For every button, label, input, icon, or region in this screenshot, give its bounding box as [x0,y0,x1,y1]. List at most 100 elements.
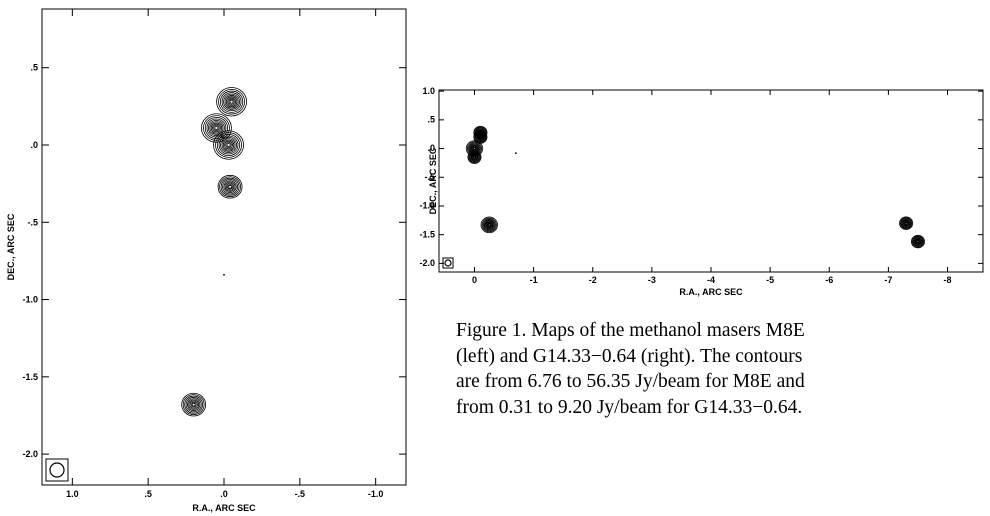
contour-line [479,131,482,134]
maser-component [480,216,498,234]
contour-line [915,239,921,244]
contour-line [185,397,202,413]
contour-line [482,218,496,232]
x-tick-label: -.5 [295,489,306,499]
contour-line [188,399,200,410]
contour-line [904,222,908,225]
x-tick-label: 0 [472,275,477,285]
contour-line [228,184,232,189]
y-tick-label: -1.5 [22,372,38,382]
contour-line [912,236,924,247]
contour-line [477,130,483,135]
beam-box [442,257,454,269]
contour-line [187,398,201,411]
maser-component [201,113,232,143]
contour-line [224,95,239,109]
x-tick-label: 1.0 [66,489,79,499]
maser-component [473,125,488,140]
contour-line [469,152,480,163]
y-tick-label: 1.0 [422,86,435,96]
y-tick-label: -.5 [424,172,435,182]
contour-line [219,90,244,113]
contour-line [485,221,493,229]
contour-line [474,126,487,139]
x-tick-label: -2 [589,275,597,285]
contour-line [913,237,923,246]
y-axis-label: DEC., ARC SEC [428,147,438,214]
contour-line [201,113,232,143]
x-tick-label: -7 [884,275,892,285]
contour-line [184,395,204,414]
x-tick-label: -5 [766,275,774,285]
contour-line [902,220,910,227]
contour-line [189,400,198,409]
contour-line [220,177,240,196]
contour-line [904,221,908,225]
contour-line [911,235,925,248]
contour-line [472,155,477,159]
x-axis-label: R.A., ARC SEC [679,287,743,297]
x-tick-label: -1.0 [368,489,384,499]
contour-line [204,116,229,140]
contour-line [191,402,196,407]
contour-line [219,176,241,198]
contour-line [221,92,242,112]
contour-line [480,216,498,234]
contour-line [181,392,207,417]
contour-line [228,98,235,105]
figure-caption: Figure 1. Maps of the methanol masers M8… [456,318,976,420]
contour-line [473,125,488,140]
contour-line [484,220,495,230]
contour-line [475,128,485,137]
y-tick-label: -1.0 [22,295,38,305]
contour-line [227,97,236,106]
contour-line [190,401,197,408]
y-tick-label: .5 [427,115,435,125]
contour-line [210,122,223,134]
contour-line [226,143,231,147]
maser-component [216,87,247,117]
contour-line [225,96,238,108]
maser-component [223,273,225,276]
contour-line [224,140,233,150]
contour-line [901,218,911,228]
contour-line [222,179,239,195]
m8e-contour-map: 1.0 .5 .0 -.5 -1.0 .5 .0 -.5 -1.0 -1.5 -2.0 R.A., A… [6,8,407,513]
maser-component [514,152,517,155]
contour-line [213,124,220,132]
contour-line [487,223,492,227]
contour-line [223,180,237,194]
contour-line [473,155,476,159]
beam-ellipse [49,462,65,478]
caption-line: Figure 1. Maps of the methanol masers M8… [456,320,805,341]
plot-frame [41,8,407,486]
contour-line [222,139,235,151]
y-tick-label: -.5 [27,217,38,227]
contour-line [220,136,237,153]
contour-line [229,99,234,104]
maser-component [899,216,914,230]
contour-dot [223,273,225,276]
contour-line [481,217,497,233]
contour-line [899,217,913,230]
contour-line [914,237,922,246]
contour-line [472,146,477,151]
contour-line [470,153,479,161]
contour-line [216,87,247,117]
contour-line [182,394,205,416]
contour-line [224,181,236,192]
contour-line [468,151,481,164]
contour-line [477,129,484,136]
y-axis-label: DEC., ARC SEC [6,213,16,280]
contour-line [221,138,236,152]
contour-line [916,239,920,244]
contour-line [209,121,224,135]
y-tick-label: -2.0 [419,258,435,268]
caption-line: from 0.31 to 9.20 Jy/beam for G14.33−0.6… [456,396,803,418]
contour-line [487,223,491,227]
contour-dot [514,152,517,155]
contour-line [916,240,920,243]
beam-ellipse [444,259,452,267]
x-tick-label: -6 [825,275,833,285]
